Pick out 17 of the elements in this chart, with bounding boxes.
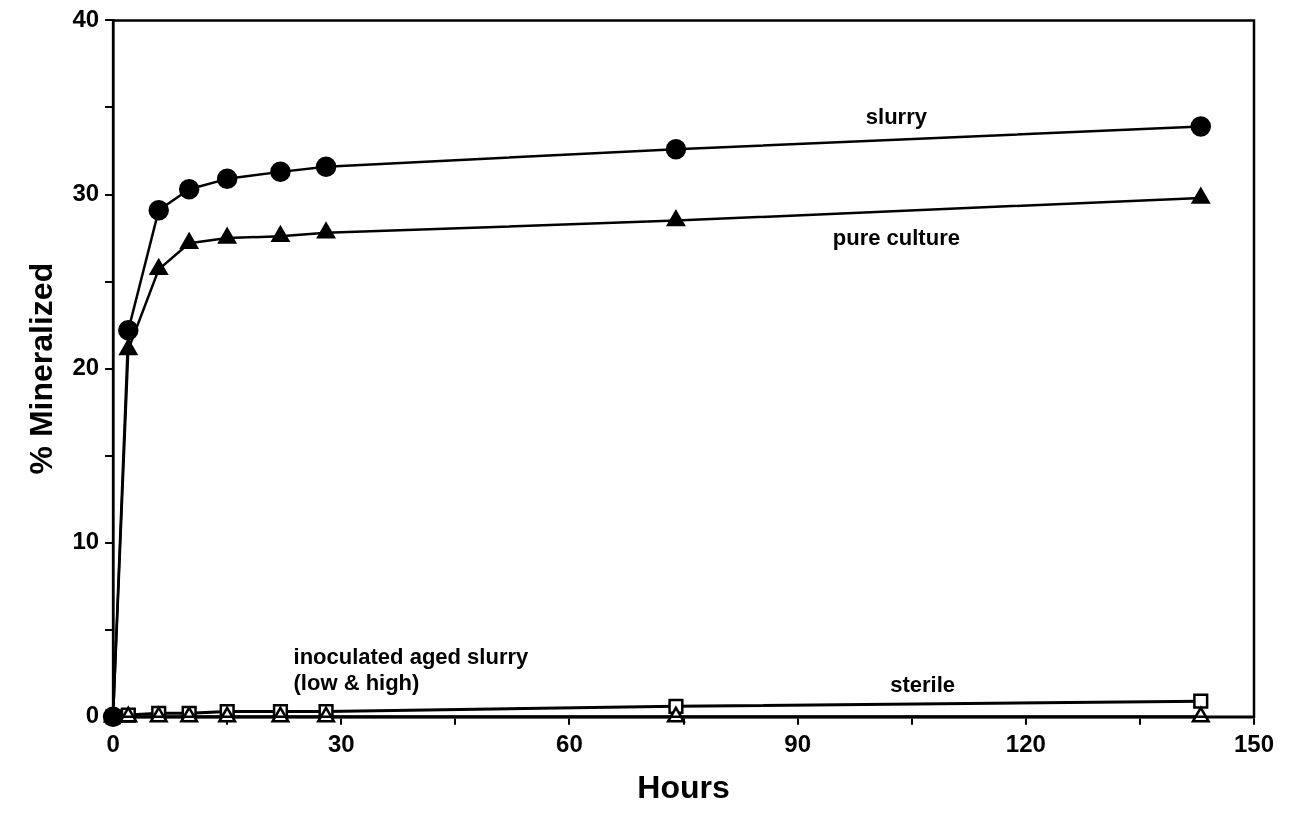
y-tick-label: 40 <box>72 5 100 33</box>
x-tick-label: 60 <box>556 729 583 757</box>
y-tick-label: 0 <box>85 701 100 729</box>
y-axis-title: % Mineralized <box>23 262 60 475</box>
series-label: slurry <box>865 103 928 129</box>
x-axis-title: Hours <box>637 768 730 805</box>
x-tick-label: 90 <box>784 729 811 757</box>
x-tick-label: 30 <box>327 729 355 757</box>
series-label: inoculated aged slurry (low & high) <box>293 643 530 695</box>
x-tick-label: 0 <box>106 729 120 757</box>
y-tick-label: 20 <box>72 353 100 381</box>
series-label: sterile <box>890 671 956 697</box>
x-tick-label: 150 <box>1233 729 1275 757</box>
series-label: pure culture <box>832 225 960 251</box>
y-tick-label: 10 <box>72 527 100 555</box>
x-tick-label: 120 <box>1005 729 1046 757</box>
y-tick-label: 30 <box>72 179 100 207</box>
